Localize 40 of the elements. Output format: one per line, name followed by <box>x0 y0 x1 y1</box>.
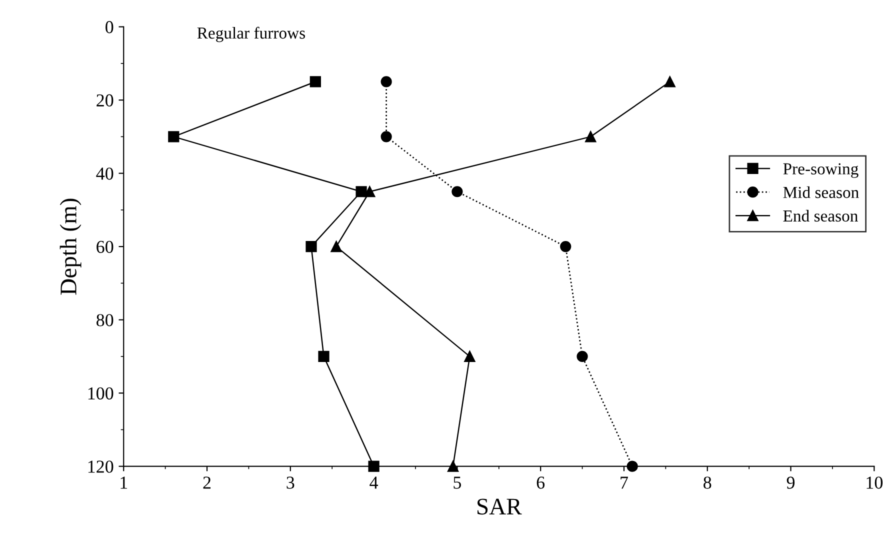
y-tick-label: 80 <box>96 314 114 326</box>
point <box>664 76 676 88</box>
point <box>368 460 380 472</box>
x-tick-label: 4 <box>370 476 378 489</box>
y-tick-label: 60 <box>96 240 114 253</box>
point <box>452 186 463 198</box>
x-tick-label: 7 <box>620 476 628 489</box>
x-tick-label: 2 <box>203 476 211 489</box>
x-tick-label: 5 <box>454 476 462 489</box>
point <box>560 241 572 252</box>
point <box>356 186 367 198</box>
legend-label: Mid season <box>783 186 859 198</box>
point <box>576 350 588 362</box>
x-tick-label: 3 <box>286 476 294 489</box>
point <box>310 76 321 88</box>
y-tick-label: 20 <box>96 94 114 106</box>
point <box>380 76 392 88</box>
chart-title: Regular furrows <box>197 26 305 42</box>
point <box>306 241 317 252</box>
y-tick-label: 40 <box>96 168 114 180</box>
x-tick-label: 6 <box>536 476 545 489</box>
point <box>168 131 180 142</box>
x-tick-label: 8 <box>704 476 712 489</box>
point <box>447 460 459 472</box>
x-axis-title: SAR <box>478 498 522 515</box>
legend-label: Pre-sowing <box>783 163 858 178</box>
point <box>585 131 596 142</box>
point <box>318 350 330 362</box>
point <box>364 186 376 198</box>
legend-label: End season <box>783 210 858 222</box>
x-tick-label: 9 <box>786 476 795 489</box>
x-tick-label: 1 <box>120 476 128 489</box>
point <box>330 241 342 252</box>
y-tick-label: 0 <box>106 21 114 34</box>
y-tick-label: 100 <box>88 387 114 400</box>
point <box>380 131 392 142</box>
point <box>464 350 476 362</box>
y-tick-label: 120 <box>88 460 114 473</box>
x-tick-label: 10 <box>866 476 883 489</box>
y-axis-title: Depth (m) <box>60 198 82 295</box>
